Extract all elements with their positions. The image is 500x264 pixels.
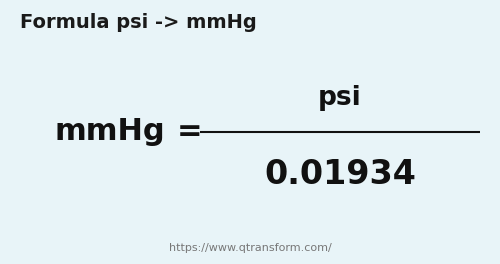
- Text: Formula psi -> mmHg: Formula psi -> mmHg: [20, 13, 257, 32]
- Text: mmHg: mmHg: [54, 117, 166, 147]
- Text: https://www.qtransform.com/: https://www.qtransform.com/: [168, 243, 332, 253]
- Text: psi: psi: [318, 85, 362, 111]
- Text: 0.01934: 0.01934: [264, 158, 416, 191]
- Text: =: =: [177, 117, 203, 147]
